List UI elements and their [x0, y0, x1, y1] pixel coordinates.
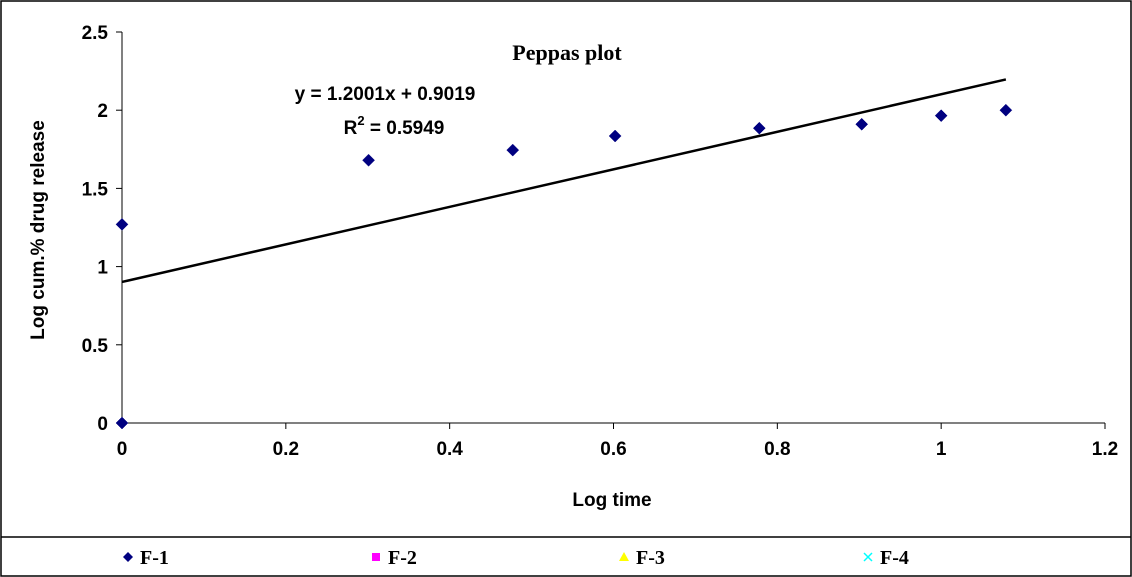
y-tick-label: 1.5 — [82, 179, 109, 200]
x-tick-label: 0.4 — [436, 439, 463, 460]
x-tick-label: 0.8 — [764, 439, 790, 460]
r2-prefix: R — [344, 118, 358, 139]
x-tick-label: 0 — [117, 439, 128, 460]
y-tick-label: 0 — [97, 414, 108, 435]
legend-label-f-1: F-1 — [140, 547, 169, 569]
legend: F-1 F-2 F-3 F-4 — [123, 547, 909, 569]
y-axis-tick-labels: 0 0.5 1 1.5 2 2.5 — [82, 23, 109, 435]
x-tick-label: 0.2 — [273, 439, 299, 460]
y-tick-label: 1 — [97, 258, 108, 279]
data-point-f1 — [855, 117, 869, 131]
x-tick-label: 1.2 — [1092, 439, 1118, 460]
r2-exponent: 2 — [357, 113, 364, 128]
legend-marker-f-1 — [123, 552, 133, 562]
y-tick-label: 0.5 — [82, 336, 109, 357]
y-axis-title: Log cum.% drug release — [28, 120, 49, 340]
trendline-equation: y = 1.2001x + 0.9019 — [295, 84, 476, 105]
data-point-f1 — [999, 103, 1013, 117]
data-point-f1 — [115, 416, 129, 430]
legend-label-f-2: F-2 — [388, 547, 417, 569]
legend-marker-f-3 — [619, 552, 629, 561]
x-axis-title: Log time — [572, 490, 651, 511]
y-tick-label: 2 — [97, 101, 108, 122]
trendline-r-squared: R2 = 0.5949 — [344, 113, 445, 139]
legend-label-f-4: F-4 — [880, 547, 909, 569]
y-tick-label: 2.5 — [82, 23, 109, 44]
x-tick-label: 1 — [936, 439, 947, 460]
legend-marker-f-4 — [863, 552, 873, 562]
chart-title: Peppas plot — [512, 40, 622, 65]
data-point-f1 — [934, 109, 948, 123]
series-f1-points — [115, 103, 1013, 430]
legend-label-f-3: F-3 — [636, 547, 665, 569]
data-point-f1 — [362, 153, 375, 167]
trendline — [121, 78, 1007, 284]
legend-marker-f-2 — [372, 553, 380, 561]
data-point-f1 — [608, 129, 622, 143]
x-tick-label: 0.6 — [600, 439, 626, 460]
data-point-f1 — [506, 143, 520, 157]
x-axis-tick-labels: 0 0.2 0.4 0.6 0.8 1 1.2 — [117, 439, 1119, 460]
data-point-f1 — [752, 121, 766, 135]
data-point-f1 — [115, 218, 129, 231]
r2-value: = 0.5949 — [365, 118, 445, 139]
